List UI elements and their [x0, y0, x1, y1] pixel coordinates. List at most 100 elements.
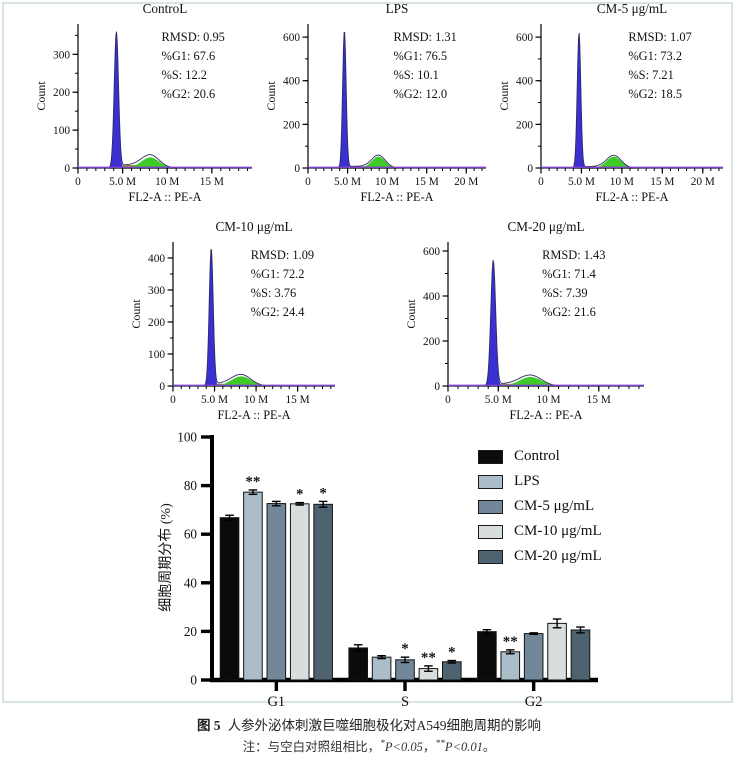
flow-histogram-control: ControL 0 100 200 300 0 5.0 M 10 M 15 M Count FL2-… [34, 1, 252, 204]
svg-text:RMSD: 1.09: RMSD: 1.09 [251, 248, 314, 262]
svg-text:%G1: 72.2: %G1: 72.2 [251, 267, 305, 281]
svg-text:0: 0 [75, 176, 81, 188]
svg-text:15 M: 15 M [587, 394, 611, 406]
svg-text:%S: 12.2: %S: 12.2 [162, 68, 207, 82]
svg-text:400: 400 [516, 76, 533, 88]
svg-text:200: 200 [283, 119, 300, 131]
svg-text:*: * [319, 485, 327, 501]
flow-histogram-cm5: CM-5 μg/mL 0 200 400 600 0 5.0 M 10 M 15 M 20 M Co… [497, 1, 723, 204]
svg-text:60: 60 [184, 527, 198, 542]
svg-text:5.0 M: 5.0 M [109, 176, 136, 188]
legend-item-2: CM-5 μg/mL [478, 499, 602, 514]
svg-text:400: 400 [423, 291, 440, 303]
svg-text:%G1: 73.2: %G1: 73.2 [628, 49, 682, 63]
svg-text:100: 100 [177, 430, 197, 445]
svg-text:RMSD: 1.31: RMSD: 1.31 [393, 30, 456, 44]
svg-text:15 M: 15 M [200, 176, 224, 188]
svg-text:600: 600 [516, 32, 533, 44]
svg-text:RMSD: 1.07: RMSD: 1.07 [628, 30, 691, 44]
svg-text:RMSD: 1.43: RMSD: 1.43 [542, 248, 605, 262]
svg-text:100: 100 [148, 349, 165, 361]
svg-text:**: ** [503, 634, 518, 650]
svg-text:Count: Count [497, 81, 511, 111]
svg-text:%S: 3.76: %S: 3.76 [251, 286, 296, 300]
note-sig2-star: ** [435, 738, 445, 749]
legend-item-1: LPS [478, 474, 602, 489]
svg-text:300: 300 [53, 49, 70, 61]
legend-item-4: CM-20 μg/mL [478, 549, 602, 564]
svg-text:5.0 M: 5.0 M [568, 176, 595, 188]
legend-label: CM-10 μg/mL [514, 523, 602, 539]
svg-text:*: * [401, 641, 409, 657]
svg-text:80: 80 [184, 478, 198, 493]
svg-text:RMSD: 0.95: RMSD: 0.95 [162, 30, 225, 44]
svg-text:200: 200 [423, 336, 440, 348]
svg-text:*: * [296, 487, 304, 503]
svg-text:%G2: 24.4: %G2: 24.4 [251, 305, 305, 319]
note-separator: ， [422, 740, 436, 754]
svg-text:5.0 M: 5.0 M [485, 394, 512, 406]
bar-chart-legend: Control LPS CM-5 μg/mL CM-10 μg/mL CM-20 μg/… [478, 449, 602, 574]
svg-text:FL2-A :: PE-A: FL2-A :: PE-A [509, 408, 582, 422]
legend-label: CM-20 μg/mL [514, 548, 602, 564]
svg-text:0: 0 [538, 176, 544, 188]
note-sig1-text: P<0.05 [384, 740, 423, 754]
caption-text: 人参外泌体刺激巨噬细胞极化对A549细胞周期的影响 [227, 718, 542, 733]
svg-text:Count: Count [129, 299, 143, 329]
svg-text:FL2-A :: PE-A: FL2-A :: PE-A [217, 408, 290, 422]
svg-text:5.0 M: 5.0 M [334, 176, 361, 188]
svg-text:CM-5 μg/mL: CM-5 μg/mL [597, 1, 667, 16]
svg-text:0: 0 [170, 394, 176, 406]
figure-note: 注：与空白对照组相比，*P<0.05，**P<0.01。 [0, 736, 738, 755]
note-sig2-text: P<0.01 [444, 740, 483, 754]
svg-text:%S: 7.39: %S: 7.39 [542, 286, 587, 300]
svg-text:%G1: 76.5: %G1: 76.5 [393, 49, 447, 63]
svg-text:0: 0 [434, 381, 440, 393]
svg-text:细胞周期分布 (%): 细胞周期分布 (%) [158, 503, 174, 612]
svg-text:**: ** [245, 474, 260, 490]
legend-item-3: CM-10 μg/mL [478, 524, 602, 539]
svg-text:200: 200 [148, 317, 165, 329]
svg-text:20 M: 20 M [691, 176, 715, 188]
svg-text:%S: 10.1: %S: 10.1 [393, 68, 438, 82]
svg-text:Count: Count [264, 81, 278, 111]
flow-histogram-cm20: CM-20 μg/mL 0 200 400 600 0 5.0 M 10 M 15 M Count… [404, 219, 644, 422]
svg-text:0: 0 [190, 673, 197, 688]
legend-swatch [478, 449, 503, 464]
svg-text:ControL: ControL [143, 1, 188, 16]
legend-label: LPS [514, 473, 540, 489]
svg-text:15 M: 15 M [286, 394, 310, 406]
svg-text:%G2: 12.0: %G2: 12.0 [393, 87, 447, 101]
svg-text:400: 400 [148, 253, 165, 265]
svg-text:*: * [448, 645, 456, 661]
svg-text:200: 200 [53, 87, 70, 99]
figure-frame [2, 2, 733, 703]
legend-swatch [478, 524, 503, 539]
svg-text:S: S [401, 694, 409, 710]
flow-histogram-cm10: CM-10 μg/mL 0 100 200 300 400 0 5.0 M 10 M 15 M Co… [129, 219, 335, 422]
svg-text:10 M: 10 M [375, 176, 399, 188]
figure-caption: 图 5 人参外泌体刺激巨噬细胞极化对A549细胞周期的影响 [0, 714, 738, 734]
svg-text:200: 200 [516, 119, 533, 131]
svg-text:40: 40 [184, 575, 198, 590]
svg-text:400: 400 [283, 76, 300, 88]
svg-text:100: 100 [53, 125, 70, 137]
svg-text:%G2: 21.6: %G2: 21.6 [542, 305, 596, 319]
svg-text:G2: G2 [525, 694, 543, 710]
legend-swatch [478, 499, 503, 514]
svg-text:10 M: 10 M [244, 394, 268, 406]
svg-text:600: 600 [423, 246, 440, 258]
svg-text:0: 0 [305, 176, 311, 188]
svg-text:0: 0 [159, 381, 165, 393]
svg-text:FL2-A :: PE-A: FL2-A :: PE-A [360, 190, 433, 204]
legend-swatch [478, 549, 503, 564]
svg-text:0: 0 [527, 163, 533, 175]
svg-text:CM-10 μg/mL: CM-10 μg/mL [215, 219, 292, 234]
note-sig1-star: * [380, 738, 385, 749]
svg-text:CM-20 μg/mL: CM-20 μg/mL [507, 219, 584, 234]
svg-text:Count: Count [404, 299, 418, 329]
svg-text:20 M: 20 M [454, 176, 478, 188]
svg-text:G1: G1 [267, 694, 285, 710]
